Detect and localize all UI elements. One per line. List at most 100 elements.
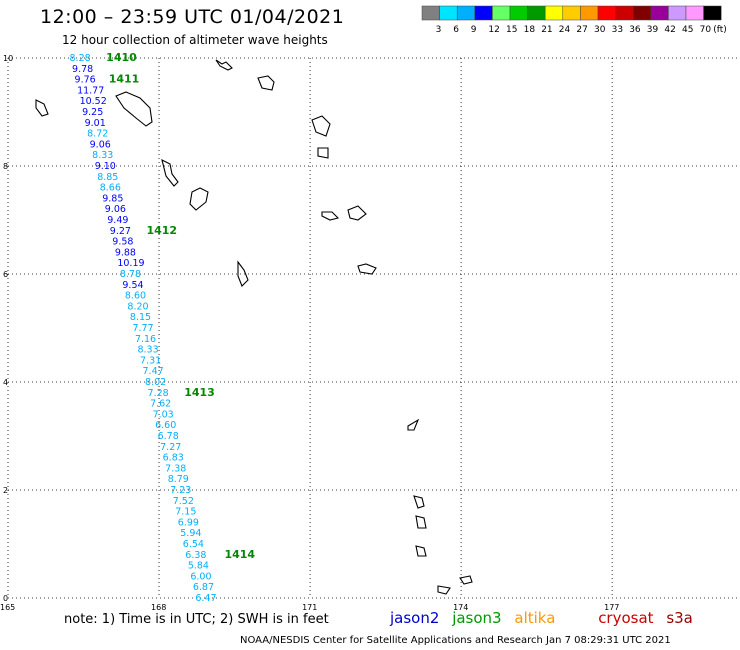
lon-tick-label: 168 (151, 603, 166, 612)
swh-value: 8.60 (125, 291, 146, 302)
swh-value: 8.33 (92, 150, 113, 161)
colorbar-swatch (597, 5, 616, 21)
island-outline (311, 115, 331, 137)
colorbar-label: 6 (453, 25, 459, 35)
swh-value: 6.47 (195, 593, 216, 604)
lat-tick-label: 6 (3, 270, 8, 279)
swh-value: 9.58 (112, 237, 133, 248)
time-label: 1413 (184, 386, 215, 399)
swh-value: 8.72 (87, 129, 108, 140)
swh-value: 9.78 (72, 64, 93, 75)
island-outline (237, 260, 249, 287)
swh-value: 10.19 (117, 258, 144, 269)
swh-value: 7.28 (148, 388, 169, 399)
island-outline (317, 147, 329, 159)
swh-value: 6.87 (193, 582, 214, 593)
swh-value: 8.66 (100, 183, 121, 194)
map-title: 12:00 – 23:59 UTC 01/04/2021 (40, 6, 345, 28)
colorbar-label: 3 (436, 25, 442, 35)
colorbar-label: 21 (541, 25, 552, 35)
colorbar-swatch (474, 5, 493, 21)
colorbar-label: 70 (700, 25, 712, 35)
swh-value: 9.85 (102, 193, 123, 204)
swh-value: 9.25 (82, 107, 103, 118)
island-outline (415, 545, 427, 557)
colorbar-swatch (509, 5, 528, 21)
island-outline (437, 585, 451, 595)
colorbar-label: 42 (664, 25, 675, 35)
island-outline (189, 187, 209, 211)
colorbar-label: 33 (612, 25, 623, 35)
swh-value: 7.77 (132, 323, 153, 334)
colorbar-swatch (580, 5, 599, 21)
swh-value: 9.10 (95, 161, 116, 172)
island-outline (459, 575, 473, 585)
swh-value: 7.31 (140, 355, 161, 366)
colorbar-swatch (703, 5, 722, 21)
lat-tick-label: 8 (3, 162, 8, 171)
colorbar-swatch (439, 5, 458, 21)
swh-value: 7.03 (153, 409, 174, 420)
credit-line: NOAA/NESDIS Center for Satellite Applica… (240, 635, 671, 646)
swh-value: 7.15 (175, 507, 196, 518)
swh-value: 9.54 (122, 280, 143, 291)
satellite-legend: jason2 jason3 altika cryosat s3a (390, 609, 701, 627)
colorbar-swatch (527, 5, 546, 21)
swh-value: 6.60 (155, 420, 176, 431)
time-label: 1411 (109, 73, 140, 86)
swh-value: 7.16 (135, 334, 156, 345)
swh-value: 6.00 (190, 571, 211, 582)
lat-tick-label: 0 (3, 594, 8, 603)
lon-tick-label: 171 (302, 603, 317, 612)
colorbar-swatch (615, 5, 634, 21)
swh-value: 9.27 (110, 226, 131, 237)
island-outline (161, 158, 179, 187)
legend-cryosat: cryosat (598, 609, 654, 627)
colorbar-label: 9 (471, 25, 477, 35)
colorbar-swatch (632, 5, 652, 21)
swh-value: 8.20 (127, 301, 148, 312)
swh-value: 8.28 (70, 53, 91, 64)
colorbar-label: 24 (559, 25, 571, 35)
island-outline (415, 515, 427, 529)
swh-value: 8.15 (130, 312, 151, 323)
swh-value: 7.52 (173, 496, 194, 507)
swh-value: 6.38 (185, 550, 206, 561)
swh-value: 9.06 (105, 204, 126, 215)
lat-tick-label: 4 (3, 378, 8, 387)
island-outline (35, 99, 49, 117)
swh-value: 6.54 (183, 539, 204, 550)
colorbar-swatch (492, 5, 511, 21)
colorbar-label: 27 (576, 25, 587, 35)
colorbar-swatch (650, 5, 669, 21)
colorbar-swatch (685, 5, 704, 21)
lon-tick-label: 177 (604, 603, 619, 612)
colorbar-swatch (562, 5, 581, 21)
colorbar-label: 36 (629, 25, 641, 35)
swh-value: 6.83 (163, 453, 184, 464)
swh-value: 8.33 (137, 345, 158, 356)
island-outline (413, 495, 425, 509)
swh-value: 11.77 (77, 85, 104, 96)
swh-value: 9.88 (115, 247, 136, 258)
colorbar-label: 39 (647, 25, 659, 35)
island-outline (215, 59, 233, 71)
lon-tick-label: 165 (0, 603, 15, 612)
swh-value: 5.84 (188, 561, 209, 572)
legend-altika: altika (514, 609, 556, 627)
colorbar-label: 45 (682, 25, 693, 35)
swh-value: 9.76 (75, 75, 96, 86)
colorbar-label: 18 (524, 25, 536, 35)
legend-jason3: jason3 (452, 609, 502, 627)
colorbar-swatch (421, 5, 440, 21)
swh-value: 7.27 (160, 442, 181, 453)
swh-value: 8.02 (145, 377, 166, 388)
map-subtitle: 12 hour collection of altimeter wave hei… (62, 33, 328, 47)
swh-value: 8.85 (97, 172, 118, 183)
swh-value: 7.62 (150, 399, 171, 410)
footer-note: note: 1) Time is in UTC; 2) SWH is in fe… (64, 612, 329, 627)
time-label: 1410 (106, 51, 137, 64)
swh-value: 5.94 (180, 528, 201, 539)
time-label: 1412 (146, 224, 177, 237)
